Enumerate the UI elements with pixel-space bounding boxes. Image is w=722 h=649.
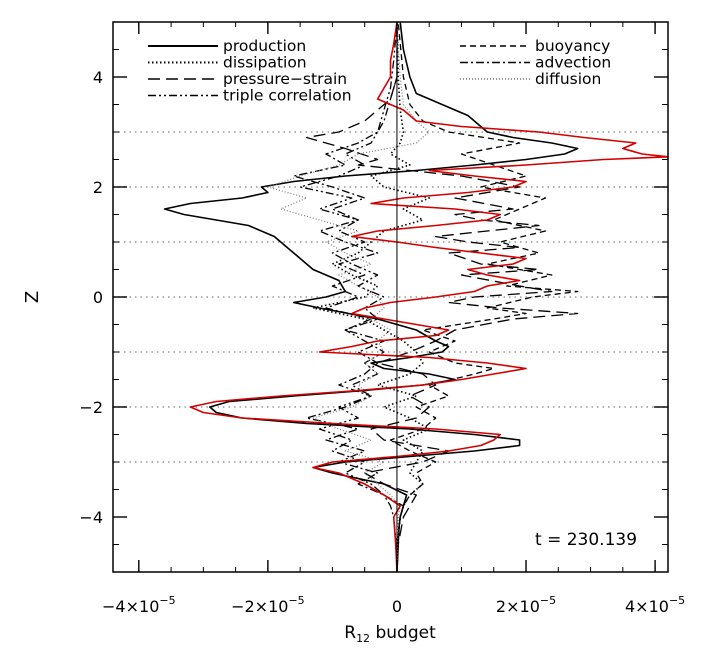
x-axis-label-rest: budget [370,623,436,643]
series-line-diffusion [267,22,430,572]
x-tick-label: −4×10−5 [102,594,176,616]
y-tick-label: 4 [93,68,103,87]
series-line-red [189,22,668,572]
legend-label: triple correlation [223,87,352,105]
legend-label: buoyancy [535,37,610,55]
y-axis-label: Z [22,291,43,303]
series-line-triple-correlation [299,22,398,572]
x-axis-ticks: −4×10−5 −2×10−5 0 2×10−5 4×10−5 [102,22,685,616]
y-axis-ticks: −4 −2 0 2 4 [79,49,668,545]
time-annotation: t = 230.139 [535,530,637,550]
series-group [163,22,668,572]
x-tick-label: 0 [392,597,402,616]
y-tick-label: −4 [79,508,103,527]
series-line-buoyancy [389,22,579,572]
y-tick-label: 2 [93,178,103,197]
series-line-pressure-strain [305,22,579,572]
series-line-production [163,22,579,572]
x-tick-label: 2×10−5 [496,594,556,616]
legend-label: advection [535,54,611,72]
legend-label: production [223,37,306,55]
x-tick-label: 4×10−5 [625,594,685,616]
x-axis-label-main: R [344,623,356,643]
legend-label: diffusion [535,70,601,88]
x-axis-label-subscript: 12 [356,632,370,645]
reference-lines [113,131,668,463]
x-axis-label: R12 budget [344,623,436,645]
legend-label: dissipation [223,54,307,72]
y-tick-label: 0 [93,288,103,307]
legend: productiondissipationpressure−straintrip… [148,37,611,105]
x-tick-label: −2×10−5 [231,594,305,616]
legend-label: pressure−strain [223,70,347,88]
y-tick-label: −2 [79,398,103,417]
